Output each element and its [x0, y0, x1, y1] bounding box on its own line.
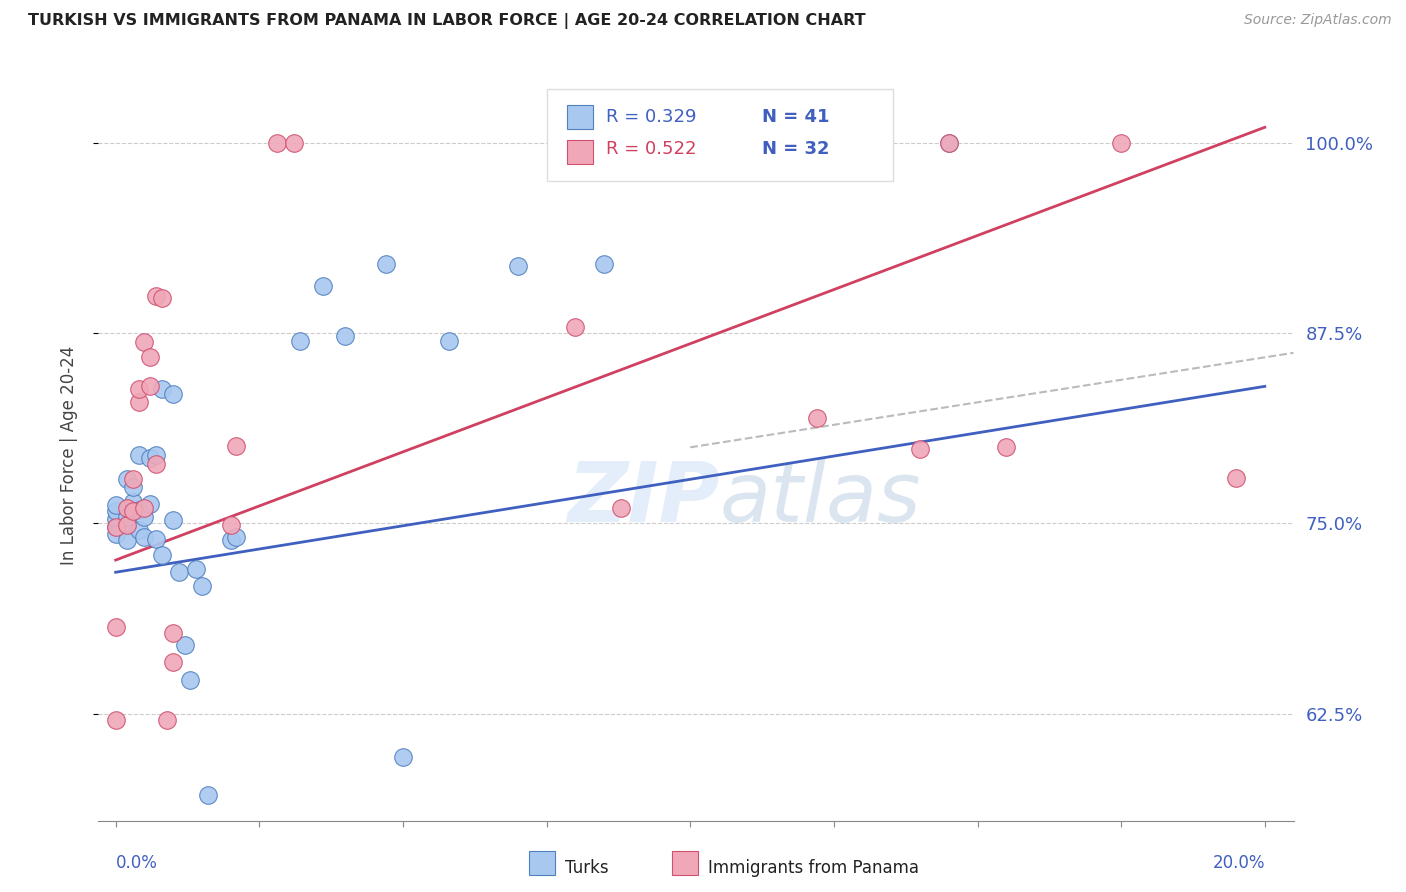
FancyBboxPatch shape [547, 89, 893, 180]
Y-axis label: In Labor Force | Age 20-24: In Labor Force | Age 20-24 [59, 345, 77, 565]
Point [311, 278, 333, 293]
Point [128, 394, 150, 409]
Point [156, 713, 179, 727]
Text: Source: ZipAtlas.com: Source: ZipAtlas.com [1244, 13, 1392, 28]
Point [115, 510, 138, 524]
Point [1109, 136, 1132, 150]
Point [150, 549, 173, 563]
Point [128, 383, 150, 397]
Point [179, 673, 201, 688]
Point [162, 655, 184, 669]
Text: 0.0%: 0.0% [115, 855, 157, 872]
Point [162, 626, 184, 640]
Point [145, 448, 167, 462]
Point [104, 498, 127, 512]
Point [128, 448, 150, 462]
Point [219, 518, 242, 533]
Point [908, 442, 931, 456]
Point [122, 495, 145, 509]
Point [122, 480, 145, 494]
Point [938, 136, 960, 150]
Point [288, 334, 311, 348]
Point [115, 533, 138, 548]
Point [225, 530, 247, 544]
Point [806, 411, 828, 425]
Point [593, 257, 616, 271]
Point [115, 518, 138, 533]
Text: Immigrants from Panama: Immigrants from Panama [709, 859, 920, 877]
Point [128, 503, 150, 517]
Point [104, 620, 127, 634]
FancyBboxPatch shape [567, 105, 593, 129]
Point [104, 512, 127, 526]
Point [283, 136, 305, 150]
FancyBboxPatch shape [567, 140, 593, 164]
Point [162, 513, 184, 527]
Point [191, 579, 214, 593]
Point [145, 289, 167, 303]
Text: ZIP: ZIP [567, 458, 720, 540]
Point [219, 533, 242, 548]
Point [610, 501, 633, 516]
Point [139, 379, 162, 393]
Point [122, 472, 145, 486]
Text: N = 32: N = 32 [762, 140, 830, 158]
Point [134, 510, 156, 524]
Point [104, 519, 127, 533]
Point [225, 439, 247, 453]
Point [938, 136, 960, 150]
Point [173, 639, 195, 653]
Point [184, 562, 207, 576]
Point [392, 749, 415, 764]
Point [104, 519, 127, 533]
FancyBboxPatch shape [672, 851, 699, 876]
Point [437, 334, 460, 348]
Point [995, 440, 1018, 454]
Point [134, 501, 156, 516]
Point [167, 566, 190, 580]
Point [104, 527, 127, 541]
Point [374, 257, 396, 271]
Text: 20.0%: 20.0% [1212, 855, 1265, 872]
Point [134, 335, 156, 350]
Point [150, 383, 173, 397]
Point [564, 319, 586, 334]
FancyBboxPatch shape [529, 851, 555, 876]
Point [122, 504, 145, 518]
Point [139, 450, 162, 465]
Point [162, 387, 184, 401]
Point [128, 523, 150, 537]
Point [145, 532, 167, 546]
Point [115, 472, 138, 486]
Text: Turks: Turks [565, 859, 609, 877]
Point [104, 504, 127, 518]
Point [506, 259, 529, 273]
Point [139, 497, 162, 511]
Point [266, 136, 288, 150]
Point [150, 291, 173, 305]
Point [115, 501, 138, 516]
Point [335, 329, 357, 343]
Text: N = 41: N = 41 [762, 108, 830, 126]
Text: R = 0.329: R = 0.329 [606, 108, 697, 126]
Point [104, 713, 127, 727]
Text: R = 0.522: R = 0.522 [606, 140, 697, 158]
Point [115, 518, 138, 533]
Point [139, 351, 162, 365]
Point [134, 530, 156, 544]
Point [737, 136, 759, 150]
Text: atlas: atlas [720, 458, 921, 540]
Point [1225, 471, 1247, 485]
Point [197, 788, 219, 802]
Point [145, 457, 167, 471]
Text: TURKISH VS IMMIGRANTS FROM PANAMA IN LABOR FORCE | AGE 20-24 CORRELATION CHART: TURKISH VS IMMIGRANTS FROM PANAMA IN LAB… [28, 13, 866, 29]
